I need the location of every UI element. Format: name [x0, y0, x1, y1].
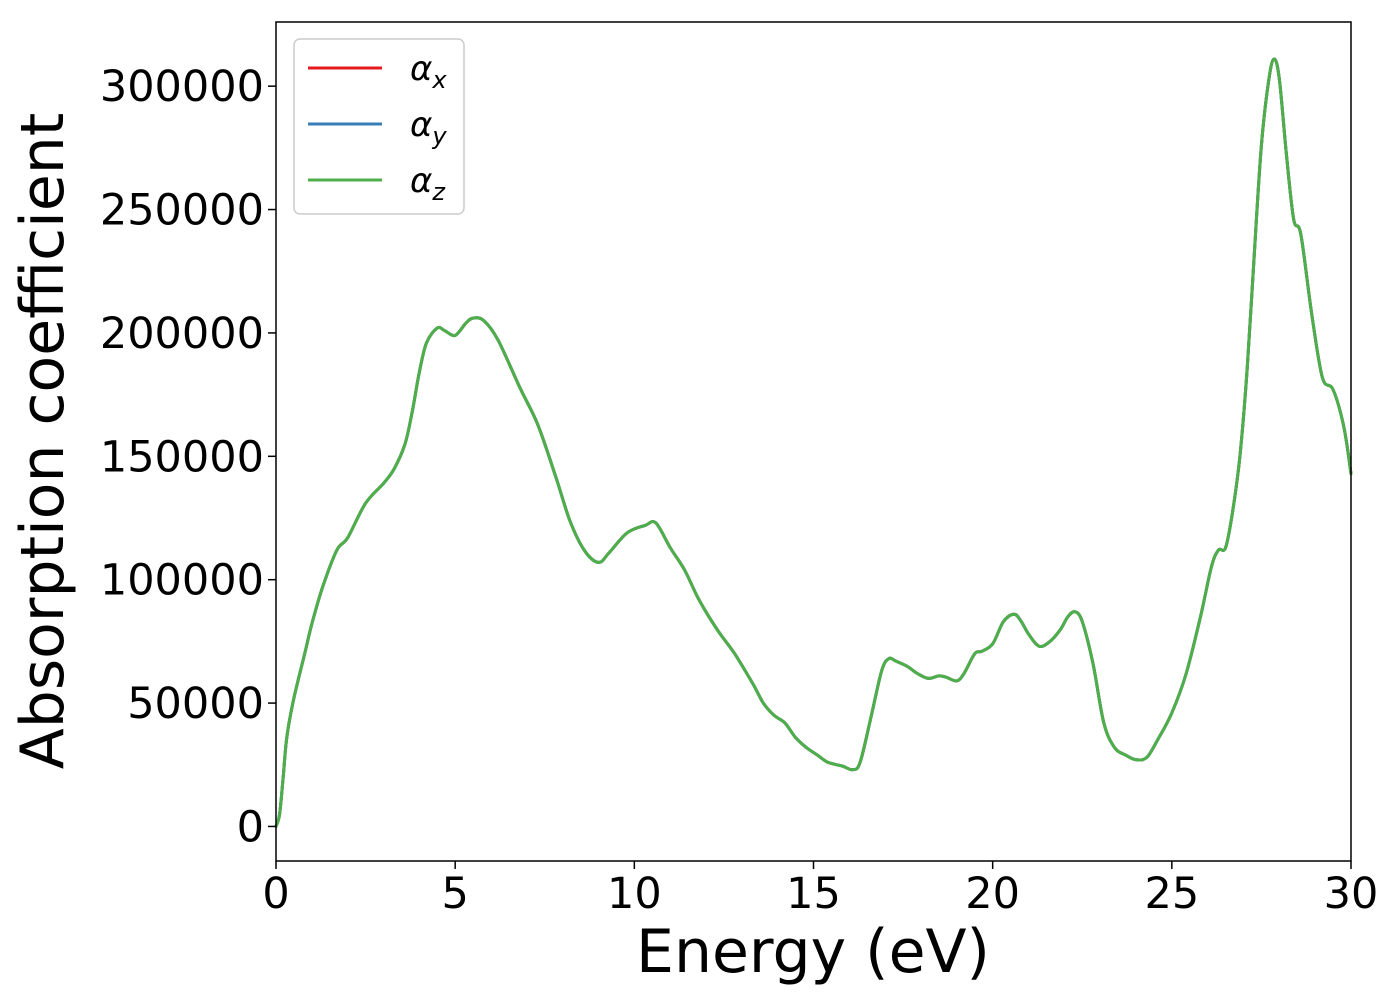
y-tick-label: 150000	[100, 432, 264, 482]
y-tick-label: 50000	[127, 679, 264, 729]
x-axis: 0 5 10 15 20 25 30	[262, 861, 1378, 919]
y-axis: 0 50000 100000 150000 200000 250000 300000	[100, 62, 276, 852]
x-tick-label: 5	[441, 869, 468, 919]
x-tick-label: 10	[607, 869, 662, 919]
legend-label-y: αy	[410, 105, 447, 150]
series-layer	[274, 57, 1353, 828]
x-tick-label: 15	[786, 869, 841, 919]
y-tick-label: 200000	[100, 309, 264, 359]
x-tick-label: 30	[1324, 869, 1379, 919]
y-tick-label: 0	[237, 802, 264, 852]
legend-box	[293, 38, 465, 215]
y-tick-label: 300000	[100, 62, 264, 112]
y-tick-label: 250000	[100, 186, 264, 236]
legend-label-z: αz	[410, 161, 446, 206]
legend-label-x: αx	[410, 49, 447, 94]
x-tick-label: 0	[262, 869, 289, 919]
x-tick-label: 20	[965, 869, 1020, 919]
y-axis-title: Absorption coefficient	[8, 113, 78, 770]
legend: αx αy αz	[293, 38, 465, 215]
series-line-z	[274, 57, 1353, 828]
x-axis-title: Energy (eV)	[636, 917, 990, 987]
y-tick-label: 100000	[100, 556, 264, 606]
x-tick-label: 25	[1144, 869, 1199, 919]
